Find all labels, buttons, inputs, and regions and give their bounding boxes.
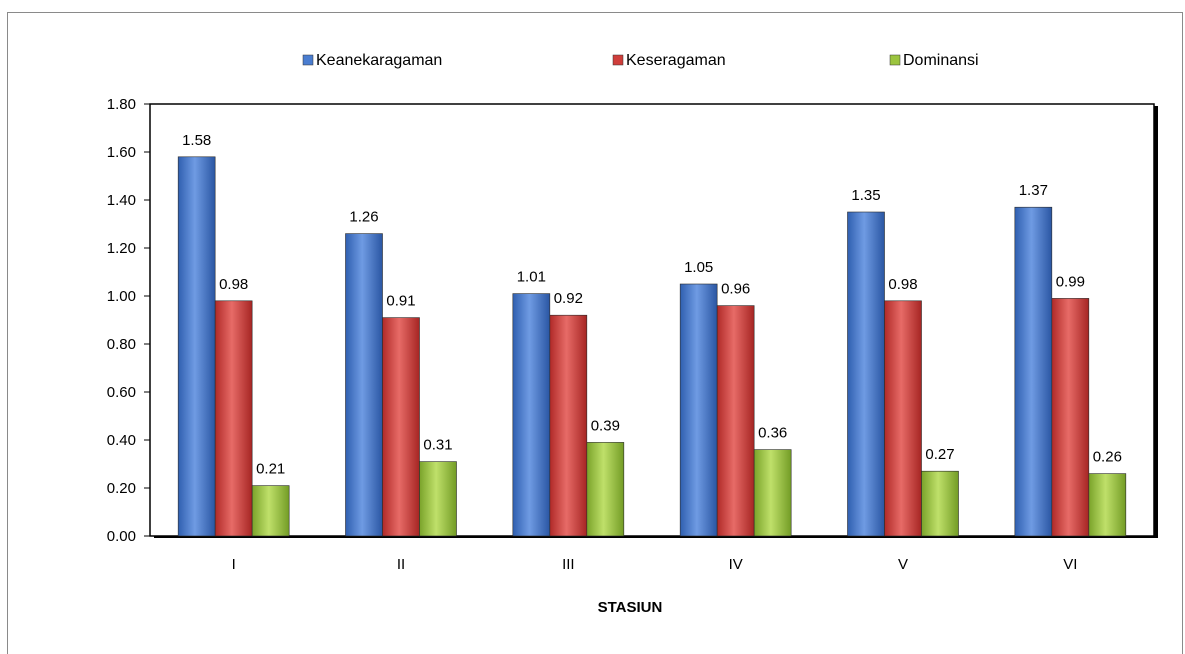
bar-keseragaman-v <box>884 300 922 537</box>
bar-keanekaragaman-vi <box>1014 206 1053 537</box>
bar-keseragaman-ii <box>382 317 420 537</box>
y-tick-label: 1.80 <box>107 96 136 113</box>
x-tick-label: VI <box>1063 556 1077 573</box>
x-tick-label: V <box>898 556 908 573</box>
legend-label: Keanekaragaman <box>316 52 442 69</box>
data-label: 1.05 <box>684 259 713 276</box>
x-axis: I II III IV V VI <box>232 556 1078 573</box>
outer-frame <box>7 12 1183 654</box>
y-tick-label: 1.20 <box>107 240 136 257</box>
bars: 1.58 1.26 1.01 1.05 1.35 1.37 0.98 0.91 0.92 0.96… <box>177 132 1127 537</box>
data-label: 1.35 <box>851 187 880 204</box>
data-label: 0.21 <box>256 461 285 478</box>
bar-dominansi-iv <box>753 449 792 537</box>
bar-keanekaragaman-iv <box>679 283 718 537</box>
x-axis-title: STASIUN <box>598 599 663 616</box>
legend-swatch <box>889 54 901 66</box>
legend-label: Dominansi <box>903 52 979 69</box>
y-tick-label: 0.80 <box>107 336 136 353</box>
bar-keseragaman-i <box>214 300 253 537</box>
x-tick-label: IV <box>729 556 743 573</box>
x-tick-label: II <box>397 556 405 573</box>
data-label: 1.58 <box>182 132 211 149</box>
bar-dominansi-v <box>921 470 959 537</box>
data-label: 0.27 <box>925 446 954 463</box>
y-tick-label: 0.20 <box>107 480 136 497</box>
y-tick-label: 1.40 <box>107 192 136 209</box>
y-tick-label: 0.60 <box>107 384 136 401</box>
data-label: 0.96 <box>721 281 750 298</box>
bar-keanekaragaman-ii <box>345 233 383 537</box>
bar-dominansi-ii <box>419 461 457 537</box>
bar-dominansi-iii <box>586 442 625 537</box>
y-tick-label: 0.40 <box>107 432 136 449</box>
legend-swatch <box>302 54 314 66</box>
data-label: 0.92 <box>554 290 583 307</box>
y-tick-label: 1.60 <box>107 144 136 161</box>
data-label: 1.01 <box>517 269 546 286</box>
bar-dominansi-i <box>251 485 290 537</box>
data-label: 0.26 <box>1093 449 1122 466</box>
bar-keanekaragaman-i <box>177 156 216 537</box>
data-label: 1.26 <box>349 209 378 226</box>
y-axis: 0.00 0.20 0.40 0.60 0.80 1.00 1.20 1.40 1.60 1.80 <box>107 96 150 545</box>
data-label: 0.91 <box>386 293 415 310</box>
x-tick-label: I <box>232 556 236 573</box>
bar-keanekaragaman-v <box>847 211 885 537</box>
bar-keseragaman-iv <box>716 305 755 537</box>
y-tick-label: 1.00 <box>107 288 136 305</box>
bar-keseragaman-vi <box>1051 298 1090 537</box>
y-tick-label: 0.00 <box>107 528 136 545</box>
legend-swatch <box>612 54 624 66</box>
legend: Keanekaragaman Keseragaman Dominansi <box>302 52 979 69</box>
data-label: 0.98 <box>888 276 917 293</box>
bar-keseragaman-iii <box>549 314 588 537</box>
data-label: 0.99 <box>1056 273 1085 290</box>
data-label: 0.98 <box>219 276 248 293</box>
data-label: 0.39 <box>591 417 620 434</box>
bar-keanekaragaman-iii <box>512 293 551 537</box>
data-label: 0.31 <box>423 437 452 454</box>
plot-area <box>149 103 1155 537</box>
data-label: 1.37 <box>1019 182 1048 199</box>
data-label: 0.36 <box>758 425 787 442</box>
legend-label: Keseragaman <box>626 52 726 69</box>
bar-dominansi-vi <box>1088 473 1127 537</box>
x-tick-label: III <box>562 556 575 573</box>
